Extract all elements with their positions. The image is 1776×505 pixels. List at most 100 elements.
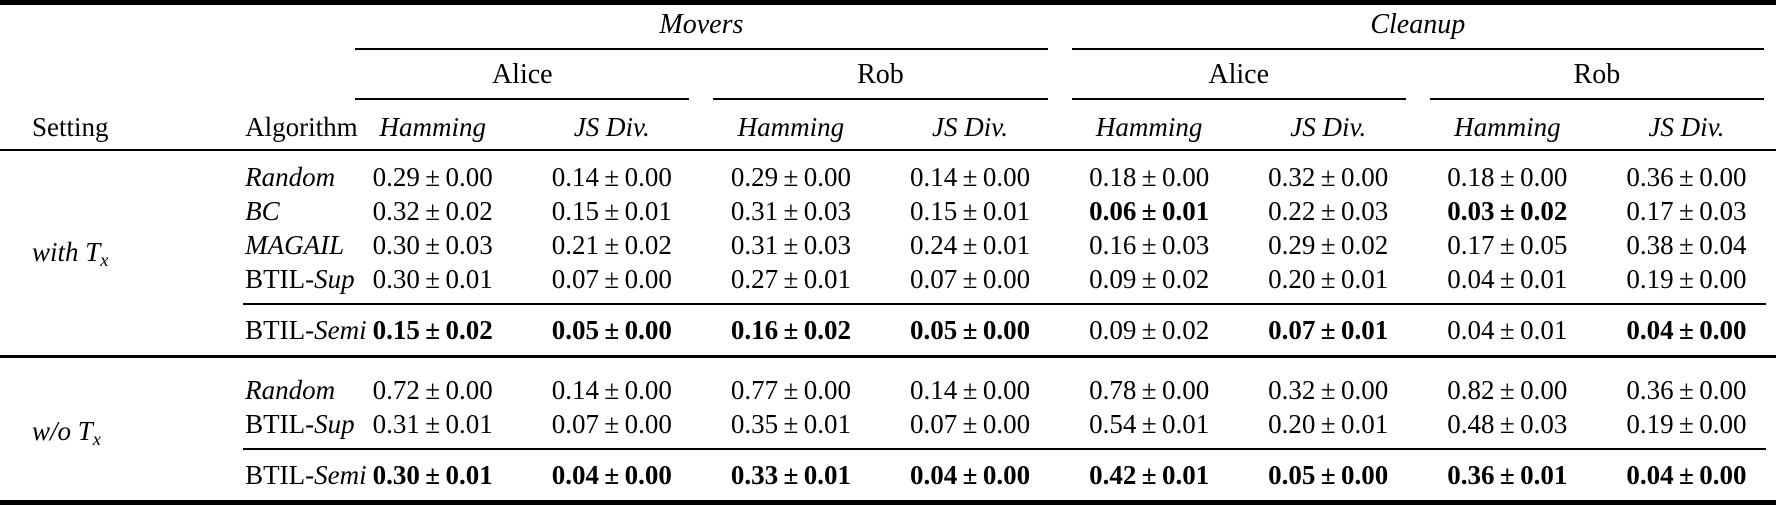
section-divider-row	[0, 348, 1776, 364]
cell-movers-alice-jsdiv: 0.05 ± 0.00	[551, 314, 672, 345]
cell-movers-rob-jsdiv: 0.04 ± 0.00	[909, 459, 1031, 490]
spacer-cell	[0, 150, 1776, 160]
algorithm-label: MAGAIL	[215, 228, 344, 262]
spacer-row	[0, 150, 1776, 160]
cell-cleanup-rob-hamming: 0.36 ± 0.01	[1447, 459, 1568, 490]
cleanup-alice-underline	[1071, 98, 1406, 100]
algorithm-label: BTIL-Semi	[245, 459, 367, 490]
cell-movers-alice-jsdiv: 0.07 ± 0.00	[551, 263, 672, 294]
results-table: Movers Cleanup Alice Rob Alice Rob	[0, 5, 1776, 493]
algorithm-header: Algorithm	[215, 105, 358, 151]
cell-cleanup-rob-jsdiv: 0.36 ± 0.00	[1626, 161, 1747, 192]
section-divider-cell	[0, 348, 1776, 364]
cell-movers-alice-jsdiv: 0.07 ± 0.00	[551, 408, 672, 439]
table-row-btil-semi: BTIL-Semi 0.30 ± 0.01 0.04 ± 0.00 0.33 ± 0.…	[0, 457, 1776, 493]
cell-cleanup-alice-hamming: 0.09 ± 0.02	[1089, 263, 1210, 294]
semi-separator-row	[0, 441, 1776, 457]
table-row: BC 0.32 ± 0.02 0.15 ± 0.01 0.31 ± 0.03 0.15 …	[0, 194, 1776, 228]
table-row: with Tx Random 0.29 ± 0.00 0.14 ± 0.00 0.29 …	[0, 160, 1776, 271]
metric-header-cleanup-alice-jsdiv: JS Div.	[1238, 105, 1418, 151]
cleanup-underline	[1071, 48, 1764, 50]
setting-label: w/o Tx	[32, 416, 101, 449]
semi-separator-line	[243, 303, 1766, 305]
cell-cleanup-rob-hamming: 0.48 ± 0.03	[1447, 408, 1568, 439]
env-header-blank	[0, 5, 343, 45]
metric-header-cleanup-alice-hamming: Hamming	[1059, 105, 1239, 151]
cell-cleanup-alice-jsdiv: 0.07 ± 0.01	[1268, 314, 1389, 345]
setting-subscript: x	[92, 429, 101, 449]
cell-movers-alice-hamming: 0.31 ± 0.01	[372, 408, 493, 439]
algorithm-name-italic: Random	[245, 161, 336, 192]
algorithm-name-italic: Sup	[314, 408, 355, 439]
env-header-cleanup: Cleanup	[1060, 5, 1776, 45]
cell-cleanup-alice-jsdiv: 0.22 ± 0.03	[1268, 195, 1389, 226]
movers-alice-underline	[355, 98, 690, 100]
algorithm-label: BC	[215, 194, 343, 228]
cell-movers-alice-hamming: 0.30 ± 0.01	[372, 459, 493, 490]
metric-header-movers-rob-hamming: Hamming	[701, 105, 881, 151]
cell-movers-rob-hamming: 0.33 ± 0.01	[730, 459, 851, 490]
cell-movers-rob-hamming: 0.31 ± 0.03	[730, 195, 851, 226]
cell-movers-alice-jsdiv: 0.15 ± 0.01	[551, 195, 672, 226]
env-header-movers: Movers	[343, 5, 1059, 45]
cell-cleanup-rob-hamming: 0.18 ± 0.00	[1447, 161, 1568, 192]
cleanup-rob-underline	[1429, 98, 1764, 100]
cell-cleanup-rob-jsdiv: 0.36 ± 0.00	[1626, 374, 1747, 405]
cell-cleanup-alice-jsdiv: 0.32 ± 0.00	[1268, 374, 1389, 405]
cell-cleanup-rob-jsdiv: 0.19 ± 0.00	[1626, 408, 1747, 439]
cell-movers-rob-jsdiv: 0.24 ± 0.01	[909, 229, 1031, 260]
cell-cleanup-alice-jsdiv: 0.05 ± 0.00	[1268, 459, 1389, 490]
cell-cleanup-rob-jsdiv: 0.38 ± 0.04	[1626, 229, 1747, 260]
column-header-row: Setting Algorithm Hamming JS Div. Hammin…	[0, 105, 1776, 151]
algorithm-label: Random	[215, 373, 343, 407]
table-row: w/o Tx Random 0.72 ± 0.00 0.14 ± 0.00 0.77 ±…	[0, 373, 1776, 450]
agent-header-blank	[0, 55, 343, 95]
cell-cleanup-alice-jsdiv: 0.32 ± 0.00	[1268, 161, 1389, 192]
metric-header-movers-rob-jsdiv: JS Div.	[880, 105, 1060, 151]
movers-rob-underline	[713, 98, 1048, 100]
cell-cleanup-rob-jsdiv: 0.04 ± 0.00	[1626, 314, 1747, 345]
cell-movers-rob-jsdiv: 0.14 ± 0.00	[909, 374, 1031, 405]
metric-header-movers-alice-hamming: Hamming	[343, 105, 523, 151]
cell-movers-alice-jsdiv: 0.04 ± 0.00	[551, 459, 672, 490]
agent-header-movers-alice: Alice	[491, 59, 553, 90]
semi-separator-row	[0, 296, 1776, 312]
cell-cleanup-alice-hamming: 0.09 ± 0.02	[1089, 314, 1210, 345]
table-row: BTIL-Sup 0.30 ± 0.01 0.07 ± 0.00 0.27 ± 0.0…	[0, 262, 1776, 296]
cell-movers-alice-jsdiv: 0.14 ± 0.00	[551, 374, 672, 405]
algorithm-name-italic: Sup	[314, 263, 355, 294]
cell-movers-alice-jsdiv: 0.14 ± 0.00	[551, 161, 672, 192]
table-row: MAGAIL 0.30 ± 0.03 0.21 ± 0.02 0.31 ± 0.03 0…	[0, 228, 1776, 262]
cell-movers-alice-hamming: 0.15 ± 0.02	[372, 314, 493, 345]
movers-label: Movers	[659, 9, 744, 40]
semi-separator-line	[243, 448, 1766, 450]
algorithm-name-italic: Semi	[314, 314, 367, 345]
setting-header: Setting	[0, 105, 216, 151]
cell-movers-alice-hamming: 0.29 ± 0.00	[372, 161, 493, 192]
cell-cleanup-rob-jsdiv: 0.04 ± 0.00	[1626, 459, 1747, 490]
cell-movers-rob-hamming: 0.77 ± 0.00	[730, 374, 851, 405]
algorithm-label: BTIL-Semi	[245, 314, 367, 345]
algorithm-name-italic: BC	[245, 195, 280, 226]
agent-header-movers-rob: Rob	[857, 59, 904, 90]
spacer-row	[0, 364, 1776, 373]
cell-movers-rob-jsdiv: 0.07 ± 0.00	[909, 263, 1031, 294]
cell-cleanup-alice-hamming: 0.54 ± 0.01	[1089, 408, 1210, 439]
cell-movers-rob-hamming: 0.16 ± 0.02	[730, 314, 851, 345]
cell-cleanup-alice-hamming: 0.78 ± 0.00	[1089, 374, 1210, 405]
cell-cleanup-alice-jsdiv: 0.20 ± 0.01	[1268, 408, 1389, 439]
agent-header-cleanup-alice: Alice	[1208, 59, 1269, 90]
cell-movers-rob-jsdiv: 0.07 ± 0.00	[909, 408, 1031, 439]
spacer-cell	[0, 364, 1776, 373]
movers-underline	[355, 48, 1048, 50]
cell-cleanup-alice-hamming: 0.42 ± 0.01	[1089, 459, 1210, 490]
metric-header-cleanup-rob-jsdiv: JS Div.	[1596, 105, 1776, 151]
cleanup-label: Cleanup	[1370, 9, 1466, 40]
setting-subscript: x	[100, 250, 109, 270]
cell-movers-rob-hamming: 0.31 ± 0.03	[730, 229, 851, 260]
table-row-btil-semi: BTIL-Semi 0.15 ± 0.02 0.05 ± 0.00 0.16 ± 0.…	[0, 312, 1776, 348]
semi-separator-cell	[215, 296, 1776, 312]
cell-movers-rob-hamming: 0.35 ± 0.01	[730, 408, 851, 439]
env-header-row: Movers Cleanup	[0, 5, 1776, 45]
